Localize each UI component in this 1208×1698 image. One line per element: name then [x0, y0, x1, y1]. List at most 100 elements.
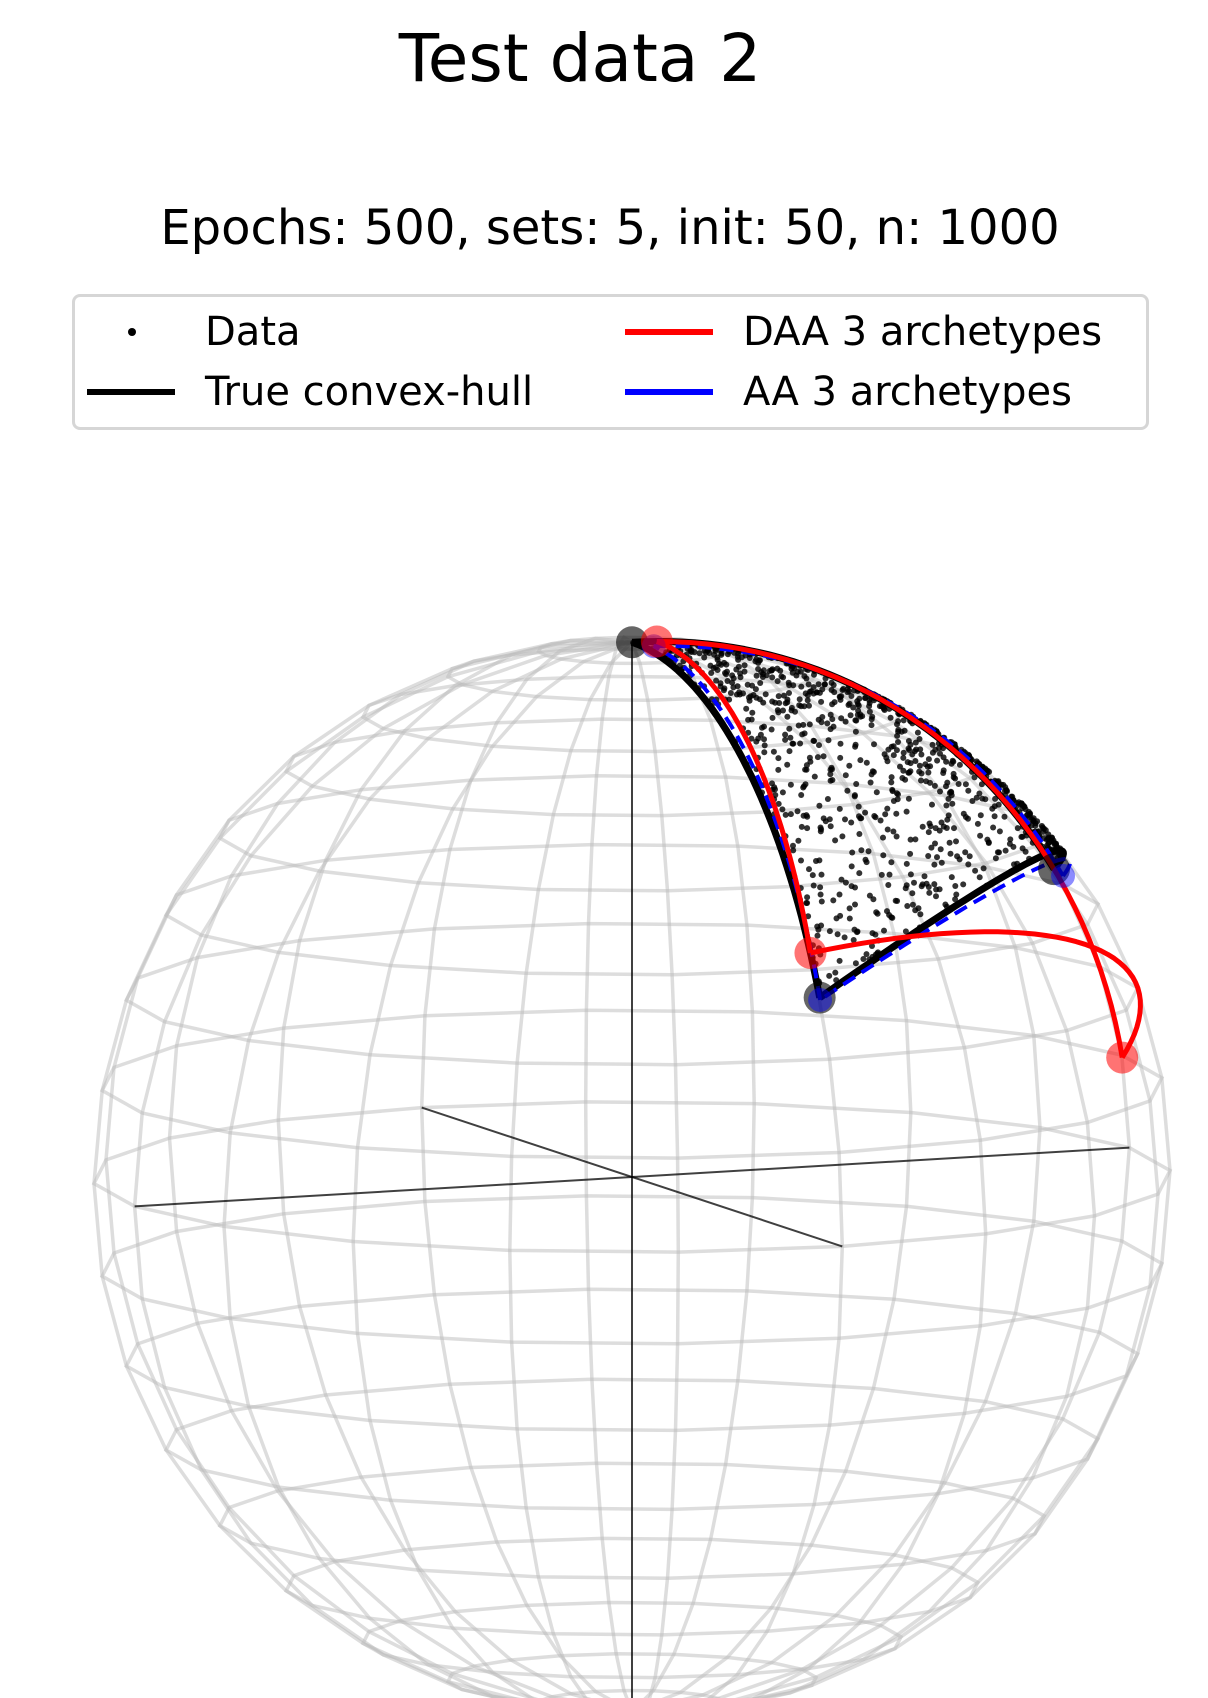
data-point: [965, 787, 972, 794]
data-point: [854, 711, 861, 718]
data-point: [953, 891, 960, 898]
data-point: [990, 824, 997, 831]
data-point: [889, 788, 896, 795]
data-point: [769, 714, 776, 721]
data-point: [918, 883, 925, 890]
data-point: [858, 847, 865, 854]
data-point: [857, 757, 864, 764]
data-point: [928, 844, 935, 851]
data-point: [844, 787, 851, 794]
hull-edge: [630, 639, 824, 999]
data-point: [744, 681, 751, 688]
data-point: [956, 856, 963, 863]
grid-longitude-line: [631, 637, 913, 1698]
legend-item-data: Data: [81, 307, 301, 357]
data-point: [804, 697, 811, 704]
data-point: [907, 741, 914, 748]
data-point: [724, 678, 731, 684]
data-point: [966, 853, 973, 860]
data-point: [907, 768, 914, 775]
data-point: [850, 937, 857, 943]
data-point: [814, 932, 821, 939]
data-point: [973, 758, 980, 765]
data-point: [844, 689, 851, 696]
data-point: [724, 651, 731, 658]
data-point: [871, 813, 878, 819]
data-point: [799, 731, 806, 738]
data-point: [795, 722, 802, 729]
aa-edge: [818, 857, 1072, 1002]
data-point: [787, 781, 794, 788]
data-point: [836, 957, 843, 964]
grid-longitude-line: [104, 640, 633, 1698]
data-point: [804, 825, 811, 832]
data-point: [829, 716, 836, 723]
data-point: [827, 823, 834, 830]
data-point: [782, 736, 789, 743]
data-point: [907, 836, 914, 843]
data-point: [982, 796, 989, 803]
data-point: [862, 856, 869, 863]
data-point: [971, 774, 978, 781]
data-point: [782, 811, 789, 818]
axes-lines: [134, 642, 1130, 1698]
data-point: [852, 901, 858, 908]
data-point: [838, 715, 845, 722]
data-point: [820, 815, 827, 822]
data-point: [836, 891, 843, 898]
data-point: [852, 741, 859, 748]
data-point: [794, 808, 801, 815]
data-point: [894, 732, 901, 739]
data-point: [842, 879, 849, 886]
data-point: [903, 808, 910, 815]
data-point: [900, 754, 907, 761]
data-point: [948, 874, 955, 881]
data-point: [779, 789, 786, 796]
data-point: [955, 781, 962, 787]
legend-marker-line: [81, 367, 181, 417]
data-point: [925, 769, 932, 776]
data-point: [907, 871, 914, 878]
data-point: [917, 746, 924, 753]
data-point: [937, 846, 944, 853]
data-point: [809, 872, 816, 879]
data-point: [888, 774, 895, 781]
data-point: [881, 927, 887, 934]
data-point: [748, 735, 755, 742]
data-point: [846, 762, 853, 769]
data-point: [821, 681, 828, 688]
data-point: [914, 729, 921, 736]
data-point: [818, 922, 825, 929]
data-point: [837, 740, 844, 747]
data-point: [952, 883, 959, 889]
data-point: [784, 713, 791, 720]
data-point: [992, 855, 999, 862]
data-point: [834, 931, 841, 938]
data-point: [933, 893, 939, 900]
hull-edge: [817, 847, 1067, 1001]
data-point: [842, 816, 848, 823]
grid-longitude-line: [631, 635, 756, 1698]
data-point: [902, 885, 909, 892]
data-point: [919, 823, 926, 830]
data-point: [824, 720, 831, 727]
data-point: [857, 815, 864, 822]
data-point: [761, 742, 768, 749]
data-point: [811, 773, 818, 780]
data-point: [755, 735, 762, 742]
data-point: [856, 831, 863, 837]
data-point: [753, 672, 760, 679]
legend-label: True convex-hull: [205, 369, 534, 415]
data-point: [898, 728, 905, 735]
grid-longitude-line: [222, 640, 633, 1698]
data-point: [701, 654, 708, 661]
data-point: [814, 754, 821, 761]
data-point: [800, 784, 807, 791]
data-point: [1001, 813, 1008, 820]
data-point: [893, 833, 900, 840]
data-point: [708, 670, 715, 676]
data-point: [850, 704, 857, 711]
data-point: [849, 849, 856, 856]
data-point: [837, 754, 844, 761]
